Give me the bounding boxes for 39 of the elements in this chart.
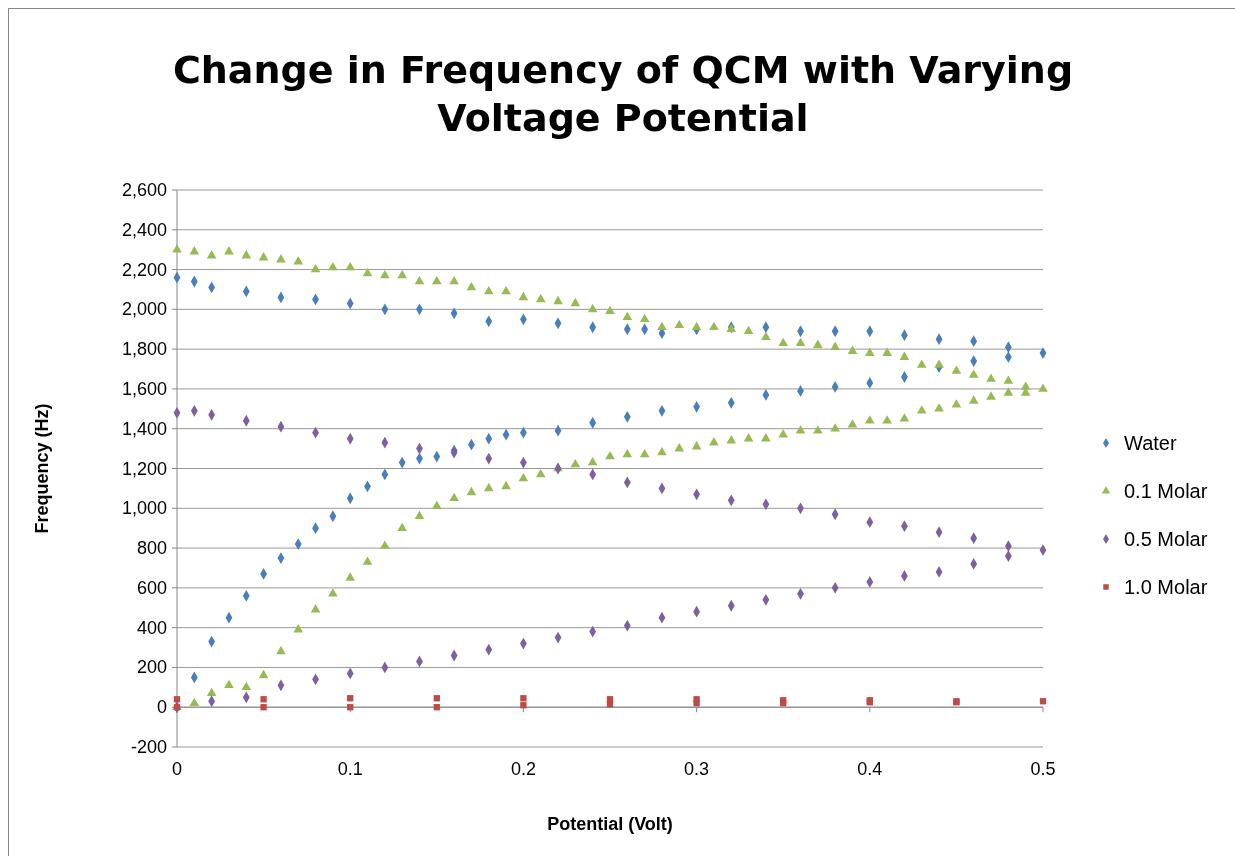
x-tick-label: 0.1 — [337, 759, 363, 779]
point — [260, 696, 267, 703]
legend-label: 1.0 Molar — [1124, 576, 1208, 598]
point — [433, 695, 440, 702]
y-tick-label: 2,200 — [121, 259, 167, 280]
x-tick-label: 0.4 — [857, 759, 883, 779]
x-tick-label: 0.3 — [684, 759, 710, 779]
y-tick-label: 1,000 — [121, 498, 167, 519]
point — [520, 702, 527, 709]
point — [606, 696, 614, 703]
y-tick-label: 2,400 — [121, 219, 167, 240]
point — [173, 696, 181, 703]
x-axis-title: Potential (Volt) — [547, 814, 673, 834]
y-tick-label: 1,800 — [121, 339, 167, 360]
y-tick-label: 2,600 — [121, 180, 167, 200]
y-tick-label: -200 — [130, 737, 167, 757]
y-tick-label: 800 — [136, 538, 167, 559]
x-tick-label: 0.5 — [1030, 759, 1056, 779]
y-tick-label: 200 — [136, 657, 167, 678]
y-tick-label: 1,400 — [121, 418, 167, 439]
x-tick-label: 0.2 — [510, 759, 536, 779]
point — [693, 696, 700, 703]
legend-label: 0.5 Molar — [1124, 528, 1208, 550]
x-tick-label: 0 — [171, 759, 183, 779]
point — [433, 704, 440, 711]
y-axis-title: Frequency (Hz) — [32, 403, 52, 534]
y-tick-label: 2,000 — [121, 299, 167, 320]
point — [347, 695, 354, 702]
y-tick-label: 400 — [136, 617, 167, 638]
y-tick-label: 600 — [136, 577, 167, 598]
y-tick-label: 0 — [156, 697, 167, 718]
y-tick-label: 1,200 — [121, 458, 167, 479]
y-tick-label: 1,600 — [121, 378, 167, 399]
point — [520, 695, 527, 702]
legend-label: 0.1 Molar — [1124, 480, 1208, 502]
legend-label: Water — [1124, 432, 1177, 454]
point — [1039, 698, 1047, 705]
chart-title: Change in Frequency of QCM with Varying Voltage Potential — [172, 48, 1074, 140]
point — [260, 704, 267, 711]
